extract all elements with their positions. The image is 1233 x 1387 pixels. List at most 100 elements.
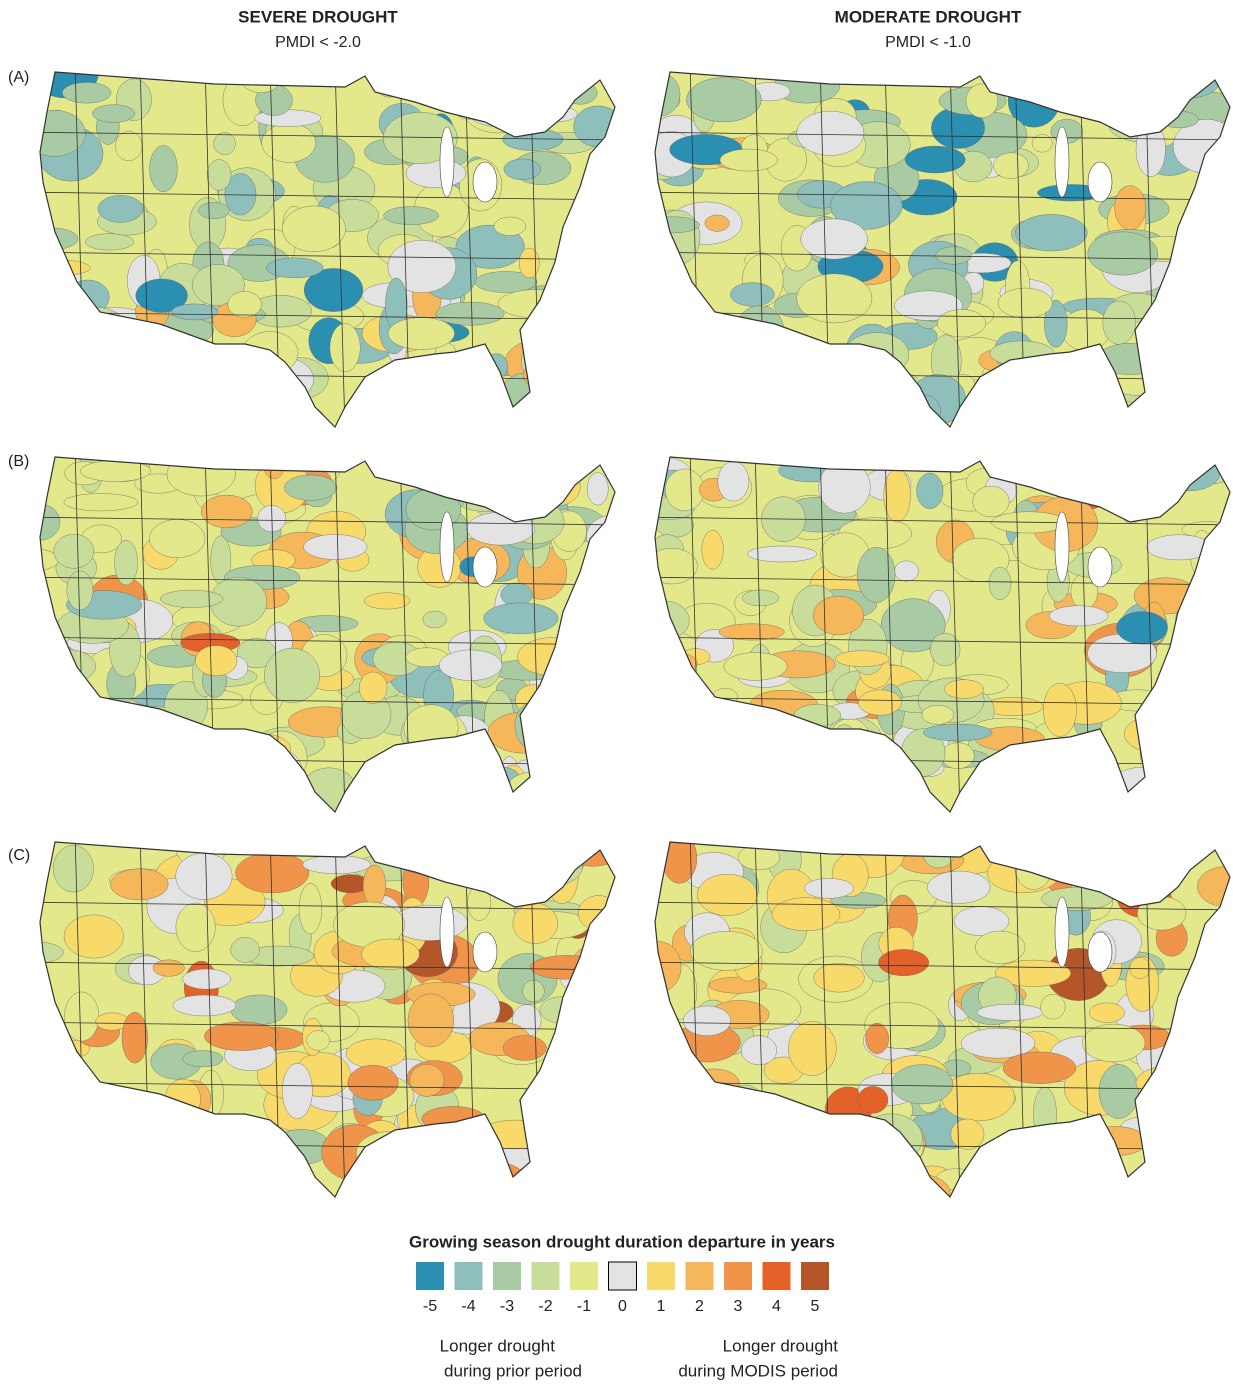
region (303, 534, 368, 560)
state-line (40, 576, 615, 586)
region (655, 728, 694, 756)
region (306, 1030, 330, 1051)
region (587, 222, 615, 260)
region (40, 274, 78, 299)
region (701, 530, 724, 570)
region (723, 652, 788, 681)
region (421, 378, 452, 404)
region (358, 671, 388, 704)
region (1082, 1160, 1109, 1177)
region (454, 847, 510, 865)
region (232, 733, 291, 765)
region (1033, 378, 1071, 408)
map-outline (39, 841, 616, 1199)
region (1191, 624, 1230, 665)
region (799, 407, 831, 427)
region (403, 704, 459, 752)
region (1044, 299, 1068, 348)
region (40, 941, 64, 964)
region (789, 773, 832, 791)
region (1151, 743, 1192, 767)
map-panel (39, 456, 616, 814)
region (844, 332, 910, 377)
region (445, 457, 484, 485)
region (182, 1157, 221, 1197)
region (773, 344, 848, 365)
region (274, 1174, 318, 1197)
state-line (40, 636, 615, 646)
map-panel (654, 841, 1231, 1199)
region (759, 1130, 809, 1179)
region (835, 650, 890, 667)
region (166, 457, 236, 497)
region (807, 776, 833, 812)
region (171, 303, 218, 321)
region (298, 842, 360, 852)
region (699, 337, 728, 390)
lake (1087, 931, 1113, 973)
region (462, 84, 534, 134)
region (63, 914, 124, 959)
legend-note: Longer drought (723, 1336, 839, 1355)
row-label: (C) (8, 847, 30, 864)
state-line (334, 842, 346, 1197)
region (801, 1113, 835, 1141)
state-line (40, 1021, 615, 1031)
map-outline (654, 841, 1231, 1199)
legend-swatch (801, 1262, 829, 1290)
region (539, 996, 584, 1024)
region (396, 1159, 423, 1190)
region (422, 610, 447, 629)
region (573, 105, 615, 148)
region (67, 1108, 117, 1134)
region (968, 1152, 1035, 1187)
region (1089, 1002, 1125, 1023)
region (460, 1161, 523, 1188)
region (909, 374, 966, 425)
region (195, 645, 238, 677)
region (552, 1102, 609, 1146)
state-line (40, 251, 615, 261)
region (545, 800, 601, 812)
region (160, 589, 224, 608)
region (430, 398, 496, 424)
map-panel (39, 71, 616, 429)
region (1098, 1064, 1139, 1119)
region (40, 110, 86, 157)
region (70, 747, 107, 799)
region (804, 878, 854, 899)
state-line (949, 842, 961, 1197)
region (483, 602, 559, 634)
lake (1054, 126, 1070, 198)
region (1133, 577, 1199, 615)
region (517, 637, 589, 676)
region (121, 1011, 148, 1064)
map-outline (654, 71, 1231, 429)
region (857, 547, 896, 603)
region (976, 1004, 1044, 1021)
region (1174, 374, 1230, 412)
region (975, 1172, 1018, 1197)
region (446, 377, 481, 427)
region (143, 1148, 179, 1178)
region (1214, 407, 1230, 427)
region (393, 373, 416, 426)
region (93, 797, 154, 812)
region (122, 341, 162, 398)
region (592, 1093, 615, 1145)
region (141, 718, 166, 740)
region (662, 653, 698, 675)
region (655, 1023, 669, 1046)
region (518, 247, 540, 278)
region (535, 772, 581, 812)
region (421, 1106, 486, 1132)
region (844, 742, 882, 777)
region (579, 1155, 615, 1190)
region (655, 1106, 691, 1152)
region (1082, 1023, 1146, 1063)
region (76, 1087, 122, 1142)
region (1108, 72, 1176, 111)
region (556, 340, 584, 378)
region (788, 1021, 837, 1076)
region (85, 233, 135, 251)
